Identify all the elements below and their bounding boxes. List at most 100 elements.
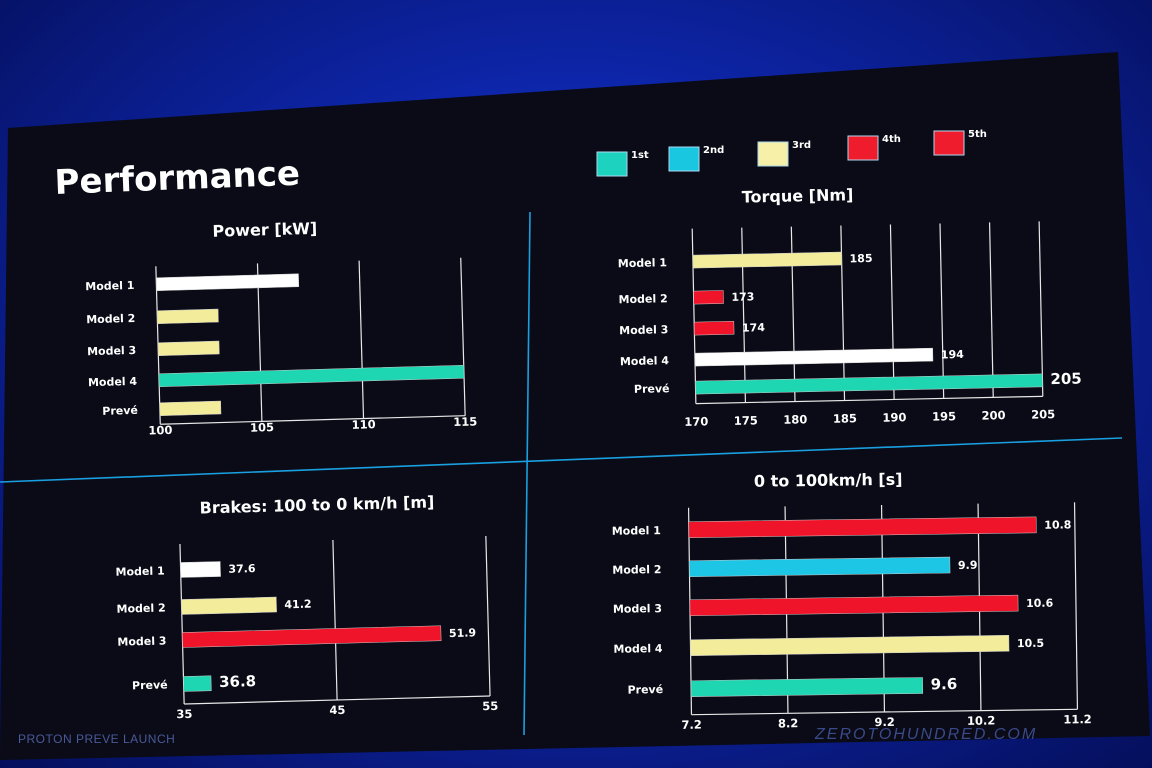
grid-line — [460, 257, 466, 416]
tick-label: 175 — [734, 413, 758, 427]
legend-swatch-5th — [933, 130, 965, 156]
tick-label: 9.2 — [874, 715, 895, 729]
bar-model-2 — [181, 596, 277, 615]
grid-line — [1073, 502, 1079, 710]
x-axis-line — [160, 415, 466, 425]
tick-label: 110 — [351, 417, 375, 432]
category-label: Prevé — [627, 683, 663, 696]
bar-model-3 — [182, 625, 442, 648]
value-label: 185 — [849, 252, 872, 265]
tick-label: 11.2 — [1063, 712, 1092, 726]
value-label: 37.6 — [228, 562, 256, 576]
value-label: 9.6 — [931, 675, 958, 693]
category-label: Model 2 — [86, 312, 135, 326]
bar-prevé — [159, 400, 222, 416]
category-label: Model 3 — [619, 323, 668, 337]
tick-label: 45 — [329, 703, 345, 717]
bar-model-2 — [693, 290, 724, 305]
tick-label: 105 — [250, 420, 274, 435]
divider-vertical — [523, 211, 531, 736]
x-axis-line — [695, 395, 1043, 405]
bar-model-4 — [694, 347, 934, 367]
category-label: Model 2 — [612, 563, 661, 577]
chart-title: Power [kW] — [212, 219, 317, 241]
legend-label-3rd: 3rd — [792, 140, 811, 151]
tick-label: 195 — [932, 409, 956, 423]
tick-label: 190 — [882, 410, 906, 424]
value-label: 194 — [941, 348, 965, 361]
legend-swatch-4th — [847, 135, 879, 161]
tick-label: 200 — [981, 408, 1005, 422]
bar-model-3 — [693, 321, 735, 336]
category-label: Prevé — [634, 382, 670, 396]
category-label: Model 3 — [613, 602, 662, 616]
category-label: Model 1 — [115, 564, 164, 578]
category-label: Prevé — [132, 678, 168, 692]
category-label: Model 1 — [612, 524, 661, 538]
bar-model-2 — [156, 308, 219, 325]
category-label: Model 4 — [620, 354, 670, 368]
tick-label: 10.2 — [967, 713, 996, 727]
legend: 1st 2nd 3rd 4th 5th — [596, 129, 987, 177]
tick-label: 180 — [783, 412, 807, 426]
category-label: Model 4 — [88, 375, 138, 389]
category-label: Model 3 — [87, 344, 136, 358]
bar-model-1 — [688, 516, 1037, 538]
chart-torque: Torque [Nm] 170 175 180 185 190 195 200 205 Model… — [618, 185, 1082, 429]
legend-label-4th: 4th — [882, 134, 901, 145]
bar-model-4 — [690, 634, 1010, 656]
tick-label: 170 — [684, 414, 708, 428]
grid-line — [988, 222, 994, 398]
chart-title: Torque [Nm] — [742, 185, 854, 206]
divider-horizontal — [0, 437, 1123, 483]
watermark-event: PROTON PREVE LAUNCH — [18, 732, 176, 746]
bar-prevé — [695, 373, 1043, 395]
value-label: 10.6 — [1026, 597, 1054, 610]
slide-title: Performance — [54, 154, 301, 203]
legend-label-2nd: 2nd — [703, 145, 724, 156]
value-label: 10.8 — [1044, 518, 1071, 531]
tick-label: 205 — [1031, 407, 1055, 421]
legend-swatch-3rd — [757, 141, 789, 167]
bar-model-2 — [689, 556, 951, 577]
category-label: Model 1 — [85, 279, 134, 293]
grid-line — [889, 224, 895, 400]
chart-title: 0 to 100km/h [s] — [754, 470, 903, 491]
legend-swatch-2nd — [668, 146, 700, 172]
category-label: Model 3 — [117, 634, 166, 648]
legend-label-5th: 5th — [968, 129, 987, 140]
value-label: 41.2 — [284, 598, 311, 612]
tick-label: 115 — [453, 414, 477, 429]
value-label: 51.9 — [449, 626, 476, 640]
category-label: Model 4 — [613, 642, 663, 656]
legend-swatch-1st — [596, 151, 628, 177]
bar-model-3 — [689, 594, 1019, 616]
grid-line — [358, 260, 365, 419]
grid-line — [1038, 221, 1044, 397]
category-label: Model 2 — [116, 601, 165, 615]
x-axis-line — [691, 708, 1078, 716]
value-label: 9.9 — [958, 559, 978, 572]
grid-line — [332, 540, 338, 700]
x-axis-line — [184, 695, 491, 705]
bar-model-1 — [155, 273, 300, 292]
bar-model-1 — [692, 251, 842, 269]
category-label: Model 2 — [618, 292, 667, 306]
category-label: Model 1 — [618, 256, 667, 270]
category-label: Prevé — [102, 404, 138, 418]
tick-label: 7.2 — [681, 718, 702, 732]
value-label: 205 — [1050, 370, 1082, 389]
chart-acceleration: 0 to 100km/h [s] 7.2 8.2 9.2 10.2 11.2 Model 1… — [612, 470, 1092, 732]
value-label: 174 — [742, 321, 766, 334]
tick-label: 35 — [176, 707, 192, 721]
tick-label: 55 — [482, 699, 498, 713]
watermark-site: ZEROTOHUNDRED.COM — [815, 726, 1038, 743]
value-label: 36.8 — [219, 672, 256, 691]
bar-prevé — [183, 675, 212, 692]
bar-prevé — [690, 677, 924, 697]
tick-label: 8.2 — [778, 716, 799, 730]
legend-label-1st: 1st — [631, 150, 649, 161]
tick-label: 185 — [833, 411, 857, 425]
